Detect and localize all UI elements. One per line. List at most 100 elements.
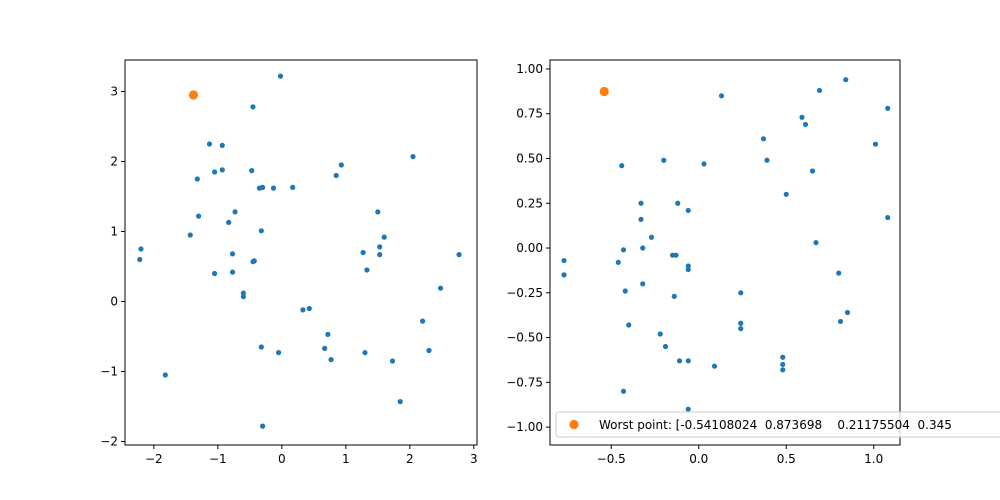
data-point bbox=[619, 163, 625, 169]
data-point bbox=[277, 73, 284, 79]
legend-label: Worst point: [-0.54108024 0.873698 0.211… bbox=[599, 418, 952, 432]
legend-marker bbox=[569, 419, 579, 430]
data-point bbox=[685, 406, 691, 412]
legend-box bbox=[555, 411, 1000, 438]
data-point bbox=[251, 258, 257, 264]
left-scatter-plot: −2 −1 0 1 2 3 −2 −1 0 1 2 3 bbox=[100, 59, 478, 466]
data-point bbox=[685, 358, 691, 364]
data-point bbox=[377, 252, 383, 258]
data-point bbox=[676, 358, 683, 364]
data-point bbox=[836, 270, 842, 276]
x-tick-label: 1.0 bbox=[864, 452, 883, 466]
x-tick-label: 3 bbox=[470, 452, 478, 466]
data-point bbox=[333, 172, 339, 179]
x-tick-label: 1 bbox=[342, 452, 350, 466]
data-point bbox=[397, 399, 403, 405]
data-point bbox=[196, 213, 202, 219]
data-point bbox=[137, 256, 143, 263]
y-tick-label: −1 bbox=[100, 365, 118, 379]
y-tick-label: 0.25 bbox=[516, 196, 543, 210]
y-tick-label: −0.50 bbox=[506, 331, 543, 345]
data-point bbox=[638, 216, 644, 222]
data-point bbox=[620, 388, 627, 394]
y-tick-label: 0.00 bbox=[516, 241, 543, 255]
data-point bbox=[685, 263, 691, 269]
y-tick-label: 0.50 bbox=[516, 151, 543, 165]
data-point bbox=[640, 245, 646, 251]
data-point bbox=[780, 354, 786, 360]
data-point bbox=[780, 367, 786, 373]
data-point bbox=[229, 251, 236, 257]
data-point bbox=[675, 200, 681, 206]
axes-frame bbox=[549, 59, 901, 446]
data-point bbox=[322, 345, 328, 351]
data-point bbox=[362, 350, 368, 356]
data-point bbox=[194, 176, 200, 182]
worst-point-marker bbox=[599, 86, 609, 97]
data-point bbox=[615, 259, 621, 265]
y-tick-label: −0.75 bbox=[506, 375, 543, 389]
data-point bbox=[240, 294, 246, 300]
data-point bbox=[738, 320, 744, 326]
data-point bbox=[837, 318, 844, 325]
data-point bbox=[885, 105, 891, 111]
y-tick-label: 3 bbox=[110, 85, 118, 99]
y-tick-label: −2 bbox=[100, 435, 118, 449]
right-scatter-plot: −0.5 0.0 0.5 1.0 −1.00 −0.75 −0.50 −0.25 0.00 0.2… bbox=[506, 59, 1000, 466]
data-point bbox=[561, 272, 567, 278]
y-tick-label: 0 bbox=[110, 295, 118, 309]
x-tick-label: 2 bbox=[406, 452, 414, 466]
data-point bbox=[162, 372, 168, 378]
data-point bbox=[662, 343, 669, 350]
data-point bbox=[648, 234, 655, 240]
data-point bbox=[816, 87, 823, 94]
x-tick-label: 0 bbox=[278, 452, 286, 466]
data-point bbox=[760, 136, 767, 142]
data-point bbox=[229, 269, 236, 275]
data-point bbox=[138, 246, 144, 252]
data-point bbox=[219, 142, 225, 148]
y-tick-label: 1 bbox=[110, 225, 118, 239]
x-tick-label: 0.5 bbox=[777, 452, 796, 466]
data-point bbox=[426, 347, 432, 354]
data-point bbox=[456, 252, 462, 258]
data-point bbox=[843, 77, 849, 83]
data-point bbox=[364, 267, 370, 273]
data-point bbox=[626, 322, 632, 328]
data-point bbox=[300, 307, 306, 313]
y-tick-label: 0.75 bbox=[516, 107, 543, 121]
data-point bbox=[640, 281, 646, 287]
data-point bbox=[212, 169, 218, 175]
data-point bbox=[325, 331, 331, 337]
data-point bbox=[212, 270, 218, 277]
data-point bbox=[844, 309, 851, 316]
data-point bbox=[276, 350, 282, 356]
data-point bbox=[620, 247, 627, 253]
data-point bbox=[738, 290, 744, 296]
data-point bbox=[661, 157, 667, 163]
x-tick-label: −2 bbox=[145, 452, 163, 466]
data-point bbox=[561, 257, 567, 264]
data-point bbox=[718, 93, 725, 99]
y-tick-label: −0.25 bbox=[506, 286, 543, 300]
data-point bbox=[711, 363, 718, 369]
data-point bbox=[219, 167, 225, 173]
data-point bbox=[809, 168, 816, 174]
data-point bbox=[328, 357, 334, 363]
data-point bbox=[258, 344, 264, 350]
data-point bbox=[673, 252, 679, 258]
data-point bbox=[187, 232, 193, 238]
data-point bbox=[420, 318, 426, 324]
x-tick-label: −1 bbox=[209, 452, 227, 466]
data-point bbox=[799, 114, 805, 120]
data-point bbox=[389, 358, 396, 364]
data-point bbox=[872, 141, 879, 147]
data-point bbox=[381, 234, 387, 240]
y-tick-label: 1.00 bbox=[516, 62, 543, 76]
y-tick-label: −1.00 bbox=[506, 420, 543, 434]
data-point bbox=[226, 219, 232, 225]
y-tick-label: 2 bbox=[110, 155, 118, 169]
data-point bbox=[701, 161, 707, 167]
data-point bbox=[250, 104, 256, 110]
